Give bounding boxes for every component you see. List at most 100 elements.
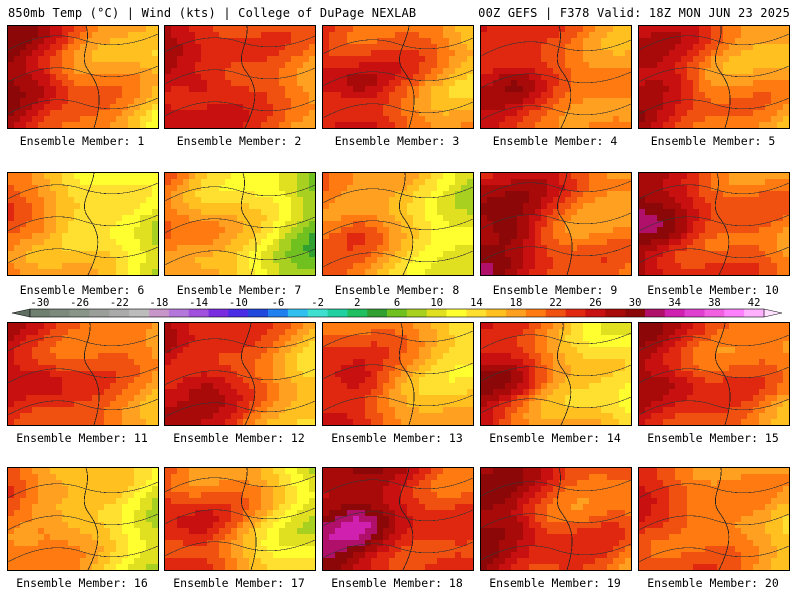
colorbar-swatch	[724, 309, 745, 317]
member-label: Ensemble Member: 19	[489, 576, 621, 590]
colorbar-tick-label: 34	[668, 297, 681, 309]
ensemble-member-map	[322, 467, 474, 571]
colorbar-tick-label: 22	[549, 297, 562, 309]
map-title: 850mb Temp (°C) | Wind (kts) | College o…	[8, 6, 417, 20]
temperature-field	[639, 468, 789, 570]
height-contour	[481, 479, 631, 497]
coastline	[714, 26, 731, 128]
coastline	[556, 323, 572, 425]
height-contour	[8, 214, 158, 232]
height-contour	[481, 71, 631, 89]
member-label: Ensemble Member: 14	[489, 431, 621, 445]
coastline	[241, 323, 256, 425]
height-contour	[639, 33, 789, 51]
height-contour	[639, 513, 789, 531]
temperature-field	[639, 173, 789, 275]
height-contour	[165, 539, 315, 557]
colorbar-tick-label: 26	[589, 297, 602, 309]
colorbar-swatch	[347, 309, 368, 317]
member-label: Ensemble Member: 13	[331, 431, 463, 445]
height-contour	[639, 366, 789, 384]
temperature-field	[481, 468, 631, 570]
height-contour	[481, 511, 631, 529]
temperature-field	[481, 173, 631, 275]
colorbar-tick-label: 38	[708, 297, 721, 309]
colorbar-tick-label: 6	[394, 297, 400, 309]
coastline	[84, 173, 99, 275]
colorbar-swatch	[486, 309, 507, 317]
ensemble-member-map	[322, 172, 474, 276]
height-contour	[8, 33, 158, 51]
height-contour	[165, 336, 315, 354]
colorbar-swatch	[327, 309, 348, 317]
colorbar-swatch	[545, 309, 566, 317]
colorbar-tick-label: 14	[470, 297, 483, 309]
coastline	[399, 26, 415, 128]
member-label: Ensemble Member: 16	[16, 576, 148, 590]
coastline	[715, 323, 731, 425]
temperature-field	[8, 323, 158, 425]
colorbar-outline	[29, 308, 765, 318]
temperature-field	[323, 323, 473, 425]
colorbar-swatch	[644, 309, 666, 317]
coastline	[240, 468, 257, 570]
member-label: Ensemble Member: 9	[492, 283, 618, 297]
colorbar-tick-label: -14	[189, 297, 208, 309]
colorbar-swatch	[49, 309, 70, 317]
colorbar-tick-label: -10	[229, 297, 248, 309]
colorbar-swatch	[387, 309, 408, 317]
height-contour	[481, 332, 631, 350]
temperature-field	[165, 26, 315, 128]
height-contour	[639, 545, 789, 563]
height-contour	[481, 364, 631, 382]
temperature-field	[323, 26, 473, 128]
colorbar-swatch	[228, 309, 249, 317]
member-label: Ensemble Member: 3	[334, 134, 460, 148]
temperature-field	[165, 468, 315, 570]
colorbar-swatch	[506, 309, 527, 317]
height-contour	[639, 65, 789, 83]
height-contour	[639, 182, 789, 200]
ensemble-member-map	[638, 322, 790, 426]
member-label: Ensemble Member: 20	[647, 576, 779, 590]
colorbar-swatch	[109, 309, 130, 317]
colorbar-swatch	[466, 309, 487, 317]
height-contour	[8, 398, 158, 416]
colorbar-swatch	[69, 309, 90, 317]
colorbar-swatch	[287, 309, 309, 317]
temperature-field	[323, 173, 473, 275]
colorbar-swatch	[268, 309, 289, 317]
colorbar-low-arrow	[11, 308, 31, 318]
height-contour	[165, 184, 315, 202]
member-label: Ensemble Member: 7	[176, 283, 302, 297]
coastline	[240, 173, 257, 275]
ensemble-member-map	[638, 25, 790, 129]
colorbar-swatch	[605, 309, 626, 317]
height-contour	[481, 180, 631, 198]
height-contour	[8, 513, 158, 531]
temperature-field	[8, 468, 158, 570]
ensemble-member-map	[7, 322, 159, 426]
ensemble-member-map	[7, 172, 159, 276]
height-contour	[323, 509, 473, 527]
height-contour	[323, 218, 473, 236]
colorbar-swatch	[426, 309, 447, 317]
colorbar-high-arrow	[763, 308, 783, 318]
member-label: Ensemble Member: 10	[647, 283, 779, 297]
coastline	[83, 323, 100, 425]
coastline	[714, 173, 730, 275]
colorbar-swatch	[129, 309, 150, 317]
member-label: Ensemble Member: 8	[334, 283, 460, 297]
colorbar-tick-label: 30	[629, 297, 642, 309]
height-contour	[8, 366, 158, 384]
height-contour	[323, 541, 473, 559]
colorbar-swatch	[565, 309, 586, 317]
colorbar-swatch	[525, 309, 547, 317]
ensemble-member-map	[164, 25, 316, 129]
colorbar-tick-label: -26	[70, 297, 89, 309]
height-contour	[8, 334, 158, 352]
colorbar-tick-label: -30	[30, 297, 49, 309]
ensemble-member-map	[7, 467, 159, 571]
coastline	[83, 468, 99, 570]
temperature-field	[481, 323, 631, 425]
